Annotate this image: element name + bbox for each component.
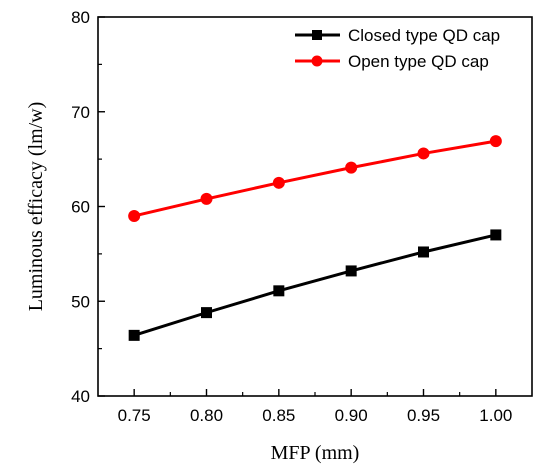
y-tick-label: 50	[71, 292, 90, 311]
data-point	[345, 161, 358, 174]
data-point	[489, 135, 502, 148]
y-tick-label: 60	[71, 198, 90, 217]
data-point	[272, 176, 285, 189]
plot-border	[97, 16, 533, 397]
x-tick-label: 1.00	[479, 406, 512, 425]
legend-marker	[311, 55, 323, 67]
legend: Closed type QD cap Open type QD cap	[295, 26, 500, 71]
x-axis: 0.75 0.80 0.85 0.90 0.95 1.00	[118, 389, 512, 425]
plot-frame	[97, 16, 533, 397]
data-point	[128, 209, 141, 222]
series-line	[133, 233, 497, 337]
x-tick-label: 0.85	[262, 406, 295, 425]
legend-marker	[312, 30, 322, 40]
data-point	[490, 229, 502, 241]
data-point	[418, 246, 429, 258]
x-tick-label: 0.75	[118, 406, 151, 425]
data-point	[201, 307, 212, 319]
y-axis: 40 50 60 70 80	[71, 8, 105, 406]
y-tick-label: 70	[71, 103, 90, 122]
y-axis-title: Luminous efficacy (lm/w)	[25, 102, 47, 312]
y-tick-label: 40	[71, 387, 90, 406]
data-point	[128, 329, 140, 341]
series-line	[133, 139, 497, 218]
data-point	[200, 192, 213, 205]
y-tick-label: 80	[71, 8, 90, 27]
x-axis-title: MFP (mm)	[271, 442, 360, 464]
data-point	[273, 285, 285, 297]
data-point	[345, 265, 357, 277]
series-layer	[128, 135, 502, 341]
x-tick-label: 0.95	[407, 406, 440, 425]
legend-label: Open type QD cap	[348, 52, 489, 71]
legend-label: Closed type QD cap	[348, 26, 500, 45]
data-point	[417, 147, 430, 160]
x-tick-label: 0.80	[190, 406, 223, 425]
x-tick-label: 0.90	[335, 406, 368, 425]
